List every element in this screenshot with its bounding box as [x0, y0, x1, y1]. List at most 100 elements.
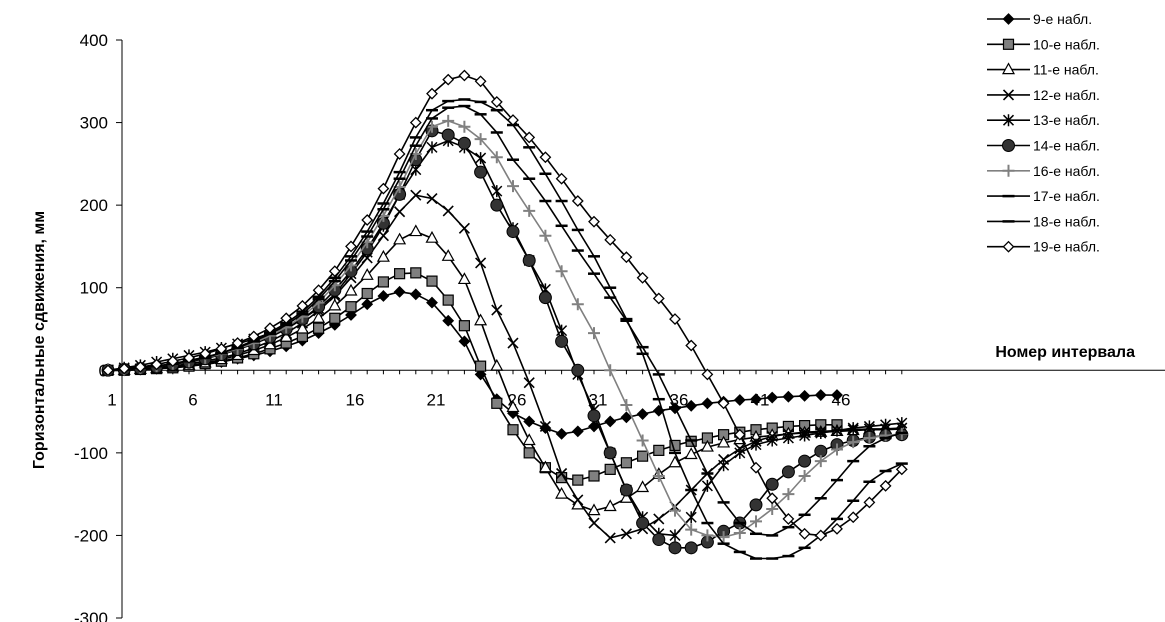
- y-tick-label: -200: [74, 526, 108, 545]
- data-point: [668, 541, 682, 555]
- data-point: [475, 257, 487, 269]
- y-tick-label: 400: [80, 31, 108, 50]
- data-point: [506, 225, 520, 239]
- data-point: [199, 347, 212, 360]
- data-point: [685, 523, 698, 536]
- data-point: [717, 397, 730, 410]
- data-point: [328, 265, 341, 278]
- data-point: [636, 480, 650, 493]
- data-point: [782, 512, 795, 525]
- data-point: [474, 133, 487, 146]
- data-point: [1002, 240, 1015, 253]
- data-point: [603, 499, 617, 512]
- legend-entry: 17-е набл.: [987, 188, 1100, 204]
- data-point: [166, 355, 179, 368]
- data-point: [847, 422, 859, 435]
- data-point: [798, 527, 811, 540]
- data-point: [701, 529, 714, 542]
- data-point: [555, 427, 568, 440]
- legend-entry: 12-е набл.: [987, 87, 1100, 103]
- data-point: [636, 450, 649, 462]
- data-point: [1002, 89, 1015, 101]
- data-point: [555, 265, 568, 278]
- data-point: [814, 455, 827, 468]
- legend-entry: 19-е набл.: [987, 239, 1100, 255]
- data-point: [312, 311, 326, 323]
- data-point: [733, 428, 746, 441]
- data-point: [458, 320, 470, 332]
- data-point: [457, 272, 471, 285]
- data-point: [717, 435, 731, 448]
- data-point: [425, 230, 439, 243]
- y-tick-label: 100: [80, 279, 108, 298]
- data-point: [700, 439, 714, 452]
- data-point: [814, 389, 827, 401]
- legend-entry: 10-е набл.: [987, 36, 1100, 52]
- data-point: [896, 417, 908, 430]
- data-point: [457, 136, 471, 150]
- x-tick-label: 6: [188, 390, 197, 409]
- data-point: [782, 488, 795, 501]
- data-point: [750, 461, 762, 474]
- data-point: [782, 431, 794, 444]
- data-point: [701, 368, 714, 381]
- data-point: [571, 363, 585, 377]
- data-point: [523, 415, 536, 428]
- data-point: [831, 443, 843, 456]
- x-tick-label: 16: [346, 390, 365, 409]
- data-point: [684, 447, 698, 460]
- data-point: [847, 436, 860, 449]
- legend-label: 9-е набл.: [1033, 11, 1092, 27]
- data-point: [442, 314, 455, 327]
- x-tick-label: 11: [265, 390, 283, 409]
- data-point: [393, 232, 407, 245]
- data-point: [718, 459, 730, 472]
- data-point: [1002, 38, 1015, 50]
- data-point: [587, 409, 601, 423]
- data-point: [555, 486, 569, 499]
- data-point: [409, 288, 422, 301]
- data-point: [1002, 139, 1015, 152]
- data-point: [701, 397, 714, 410]
- data-point: [442, 114, 455, 127]
- data-point: [183, 351, 195, 364]
- y-tick-label: -300: [74, 609, 108, 622]
- data-point: [475, 360, 487, 372]
- data-point: [523, 131, 536, 144]
- data-point: [588, 517, 600, 529]
- data-point: [636, 271, 649, 284]
- series-5: [102, 134, 908, 542]
- data-point: [668, 455, 682, 468]
- data-point: [393, 285, 406, 298]
- data-point: [1002, 114, 1015, 127]
- data-point: [555, 334, 569, 348]
- data-point: [766, 391, 779, 404]
- data-point: [619, 483, 633, 497]
- x-axis-title: Номер интервала: [995, 344, 1135, 361]
- data-point: [474, 313, 488, 326]
- legend-label: 13-е набл.: [1033, 112, 1100, 128]
- series-line: [107, 194, 902, 539]
- data-point: [361, 298, 374, 311]
- data-point: [410, 189, 422, 201]
- data-point: [539, 420, 551, 432]
- data-point: [895, 463, 908, 476]
- data-point: [361, 214, 374, 226]
- legend: 9-е набл. 10-е набл. 11-е набл. 12-е набл. 1…: [987, 11, 1100, 255]
- data-point: [538, 460, 552, 473]
- data-point: [798, 454, 812, 468]
- data-point: [604, 463, 616, 475]
- data-point: [539, 151, 552, 164]
- data-point: [393, 148, 406, 160]
- data-point: [231, 337, 244, 349]
- data-point: [620, 411, 633, 424]
- data-point: [458, 222, 470, 234]
- data-point: [507, 180, 519, 193]
- data-point: [458, 120, 471, 133]
- data-point: [377, 290, 390, 302]
- data-point: [394, 206, 406, 218]
- data-point: [522, 253, 536, 267]
- data-point: [490, 96, 503, 108]
- data-point: [522, 433, 536, 446]
- data-point: [295, 321, 309, 334]
